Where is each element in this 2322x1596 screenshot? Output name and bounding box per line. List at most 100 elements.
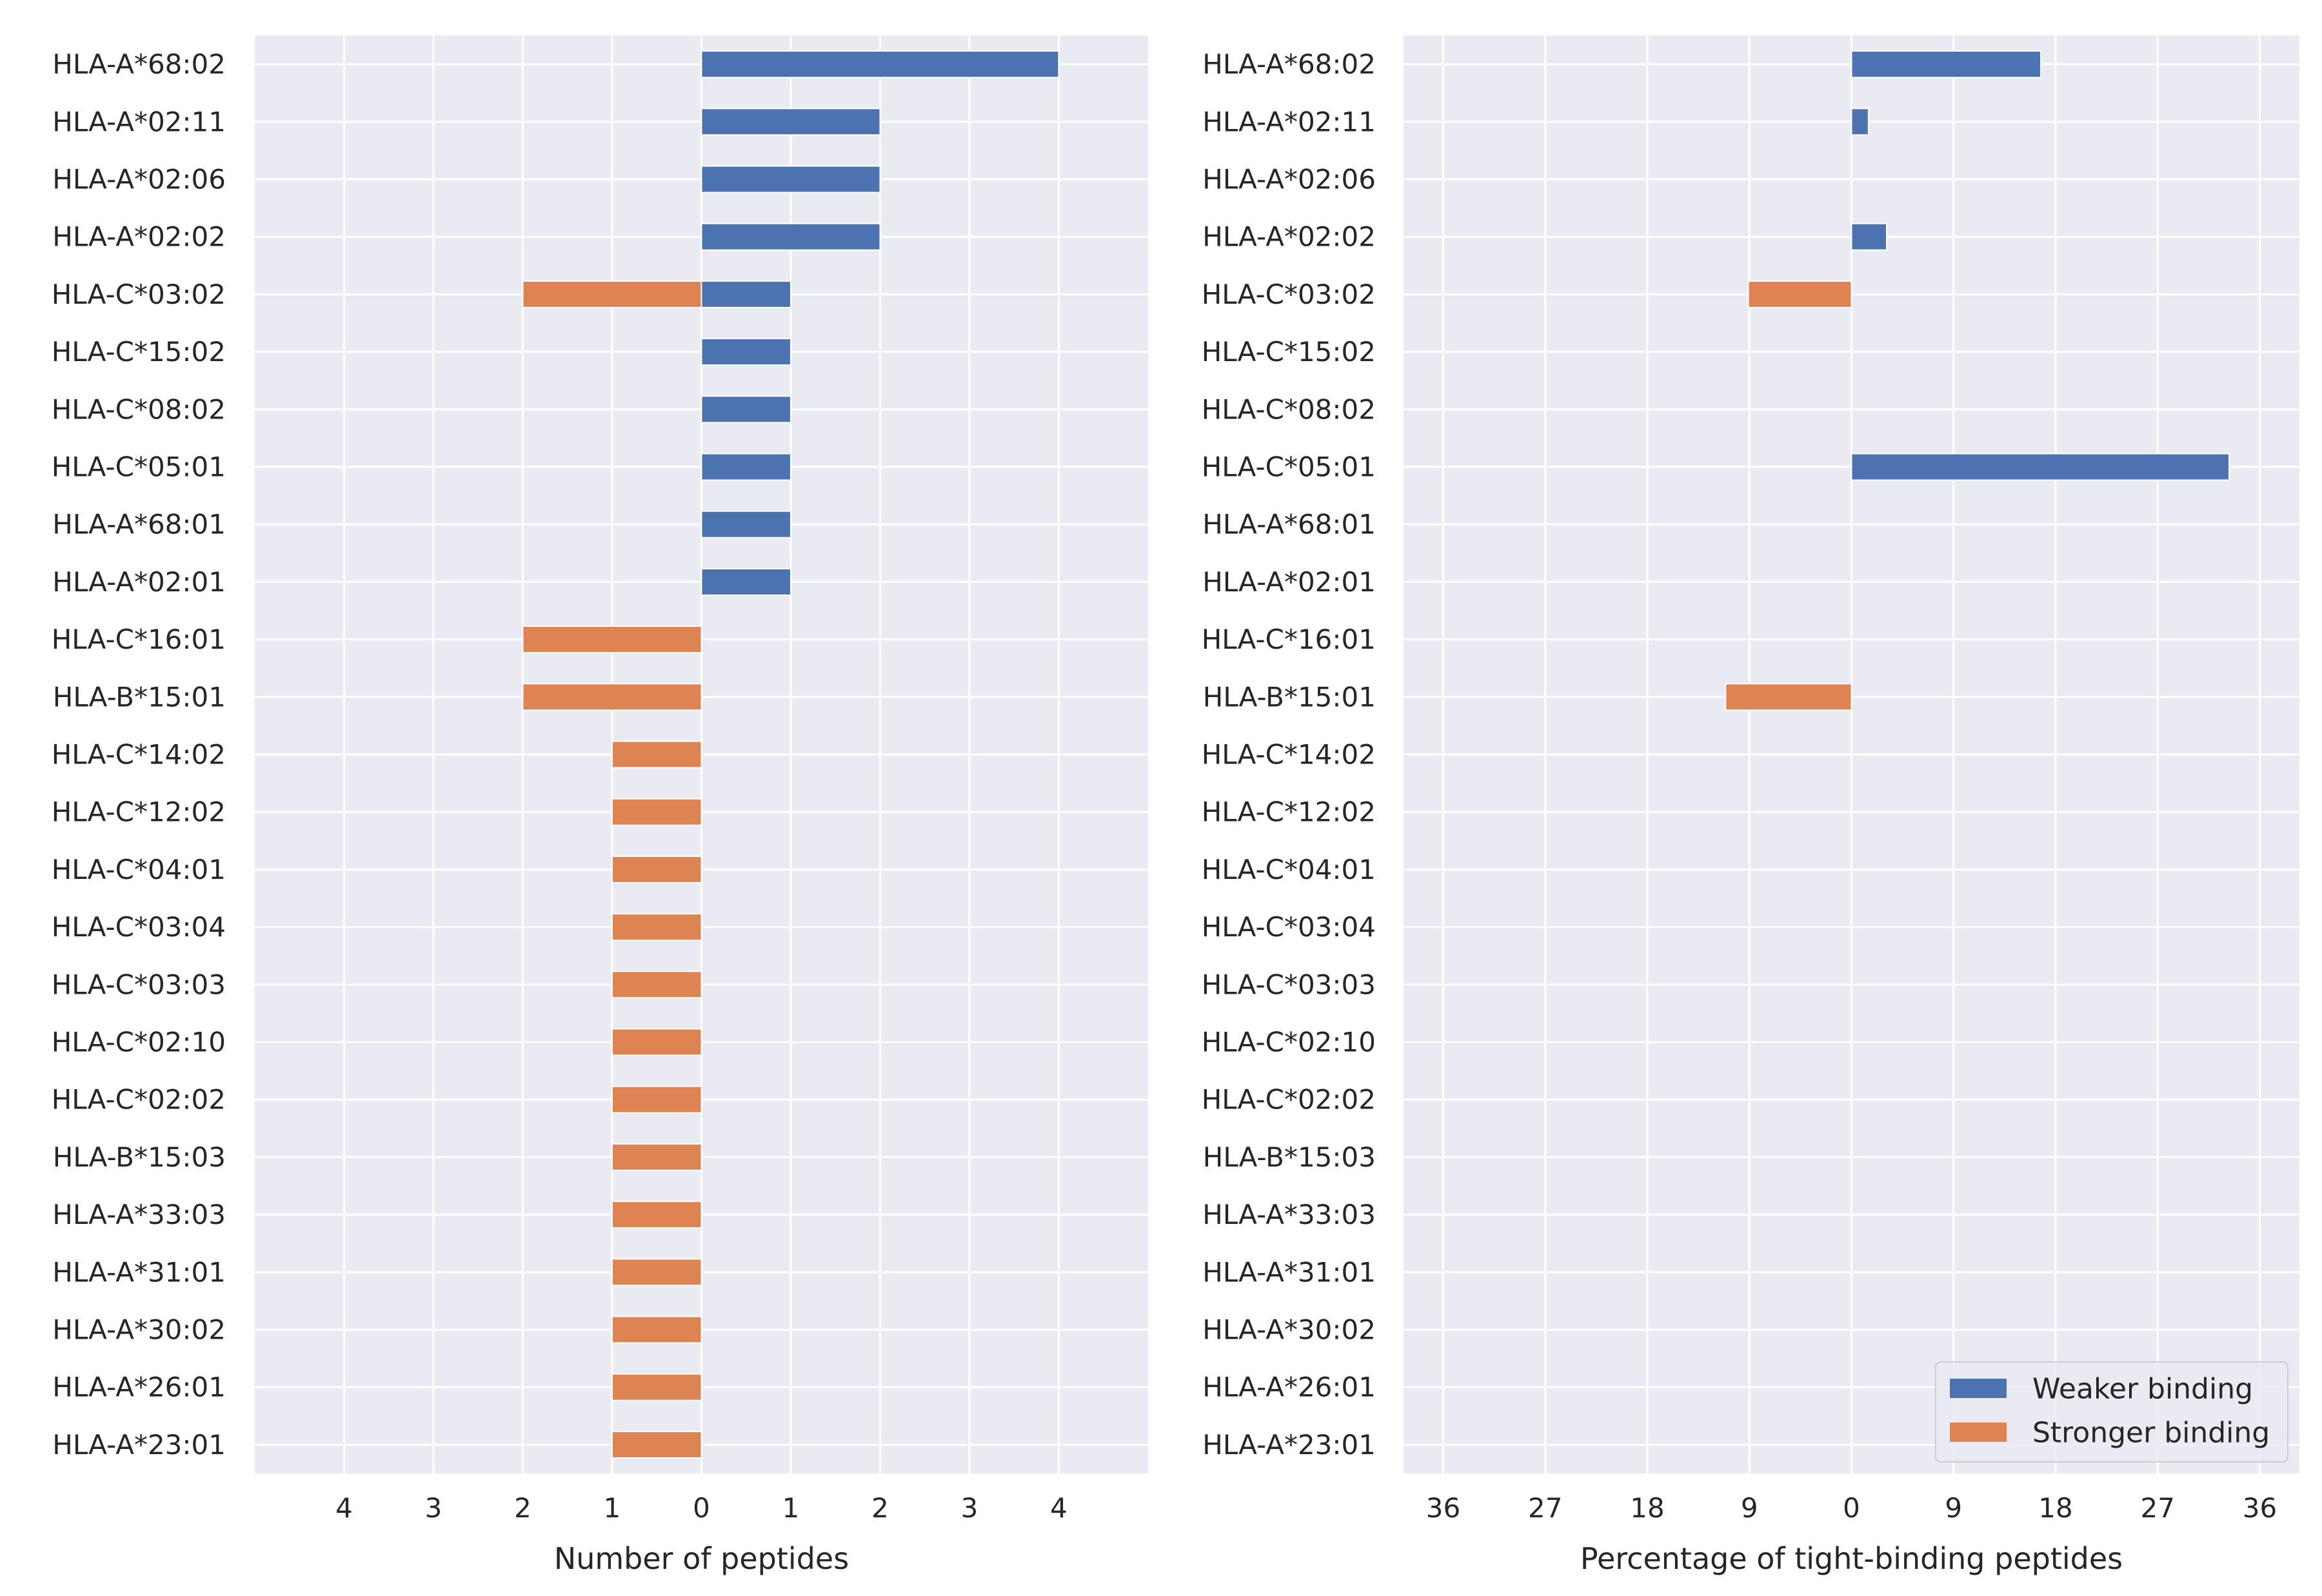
- legend-box: [1935, 1361, 2288, 1463]
- y-tick-label: HLA-C*03:02: [1202, 279, 1376, 310]
- y-tick-label: HLA-A*02:06: [52, 164, 226, 195]
- y-tick-label: HLA-C*04:01: [1202, 854, 1376, 885]
- legend-label: Weaker binding: [2032, 1373, 2253, 1406]
- y-tick-label: HLA-B*15:03: [53, 1141, 226, 1173]
- bar-weaker-binding: [700, 50, 1060, 79]
- x-tick-label: 18: [1630, 1492, 1664, 1524]
- x-tick-label: 1: [782, 1492, 800, 1524]
- x-tick-label: 9: [1945, 1492, 1962, 1524]
- bar-weaker-binding: [1851, 108, 1869, 136]
- bar-weaker-binding: [700, 395, 791, 424]
- x-tick-label: 36: [1426, 1492, 1460, 1524]
- y-tick-label: HLA-C*16:01: [1202, 624, 1376, 655]
- bar-stronger-binding: [611, 1430, 702, 1459]
- x-tick-label: 3: [961, 1492, 978, 1524]
- y-tick-label: HLA-A*68:01: [1202, 509, 1376, 540]
- y-tick-label: HLA-A*02:01: [52, 566, 226, 598]
- bar-stronger-binding: [611, 1085, 702, 1114]
- bar-stronger-binding: [611, 1373, 702, 1401]
- bar-stronger-binding: [611, 1143, 702, 1171]
- legend-label: Stronger binding: [2032, 1417, 2270, 1450]
- x-tick-label: 4: [335, 1492, 353, 1524]
- x-tick-label: 27: [2140, 1492, 2174, 1524]
- x-tick-label: 2: [514, 1492, 531, 1524]
- y-tick-label: HLA-A*31:01: [52, 1256, 226, 1288]
- x-tick-label: 2: [871, 1492, 889, 1524]
- chart-panel-percentage: HLA-A*68:02 HLA-A*02:11 HLA-A*02:06 HLA-A*0…: [1202, 35, 2299, 1576]
- y-tick-label: HLA-A*23:01: [1202, 1429, 1376, 1461]
- y-tick-label: HLA-A*68:02: [52, 48, 226, 80]
- bar-stronger-binding: [611, 1315, 702, 1344]
- x-axis-label: Percentage of tight-binding peptides: [1580, 1541, 2123, 1576]
- bar-weaker-binding: [700, 108, 881, 136]
- x-tick-label: 36: [2243, 1492, 2277, 1524]
- bar-weaker-binding: [700, 222, 881, 251]
- x-tick-label: 4: [1050, 1492, 1067, 1524]
- y-tick-label: HLA-C*05:01: [1202, 451, 1376, 483]
- bar-weaker-binding: [700, 280, 791, 308]
- chart-panel-number-of-peptides: HLA-A*68:02 HLA-A*02:11 HLA-A*02:06 HLA-A*0…: [52, 35, 1148, 1576]
- bar-weaker-binding: [1851, 222, 1888, 251]
- bar-stronger-binding: [522, 626, 702, 654]
- y-tick-label: HLA-A*02:11: [1202, 106, 1376, 137]
- y-tick-label: HLA-C*03:04: [52, 911, 226, 943]
- bar-weaker-binding: [700, 453, 791, 481]
- y-tick-label: HLA-A*23:01: [52, 1429, 226, 1461]
- y-tick-label: HLA-A*68:02: [1202, 48, 1376, 80]
- y-tick-label: HLA-C*03:03: [52, 969, 226, 1000]
- y-tick-label: HLA-A*02:01: [1202, 566, 1376, 598]
- x-tick-label: 1: [604, 1492, 621, 1524]
- bar-weaker-binding: [700, 338, 791, 366]
- bar-weaker-binding: [700, 510, 791, 538]
- y-tick-label: HLA-C*02:02: [1202, 1084, 1376, 1116]
- y-tick-label: HLA-C*08:02: [52, 393, 226, 425]
- y-tick-label: HLA-A*02:06: [1202, 164, 1376, 195]
- bar-stronger-binding: [522, 683, 702, 711]
- y-tick-label: HLA-C*16:01: [52, 624, 226, 655]
- y-tick-label: HLA-C*03:04: [1202, 911, 1376, 943]
- legend-swatch: [1950, 1379, 2007, 1398]
- y-tick-label: HLA-C*14:02: [52, 739, 226, 771]
- x-axis-label: Number of peptides: [554, 1541, 849, 1576]
- y-tick-label: HLA-B*15:01: [53, 681, 226, 713]
- y-tick-label: HLA-A*26:01: [1202, 1372, 1376, 1403]
- x-tick-label: 3: [425, 1492, 442, 1524]
- y-tick-label: HLA-A*31:01: [1202, 1256, 1376, 1288]
- y-tick-label: HLA-C*05:01: [52, 451, 226, 483]
- y-tick-label: HLA-A*33:03: [1202, 1199, 1376, 1230]
- y-tick-label: HLA-C*02:10: [1202, 1027, 1376, 1058]
- bar-weaker-binding: [1851, 453, 2230, 481]
- bar-stronger-binding: [611, 855, 702, 883]
- y-tick-label: HLA-B*15:03: [1203, 1141, 1376, 1173]
- y-tick-label: HLA-A*02:11: [52, 106, 226, 137]
- bar-stronger-binding: [1725, 683, 1852, 711]
- y-tick-label: HLA-A*30:02: [52, 1314, 226, 1346]
- y-tick-label: HLA-C*15:02: [52, 336, 226, 368]
- y-tick-label: HLA-A*30:02: [1202, 1314, 1376, 1346]
- y-tick-label: HLA-C*03:02: [52, 279, 226, 310]
- y-tick-label: HLA-C*12:02: [1202, 796, 1376, 828]
- y-tick-label: HLA-C*03:03: [1202, 969, 1376, 1000]
- y-tick-label: HLA-A*26:01: [52, 1372, 226, 1403]
- y-tick-label: HLA-C*14:02: [1202, 739, 1376, 771]
- bar-stronger-binding: [611, 740, 702, 769]
- legend-swatch: [1950, 1423, 2007, 1442]
- x-tick-label: 27: [1528, 1492, 1562, 1524]
- y-tick-label: HLA-C*02:02: [52, 1084, 226, 1116]
- x-tick-label: 18: [2038, 1492, 2072, 1524]
- bar-stronger-binding: [522, 280, 702, 308]
- y-tick-label: HLA-A*33:03: [52, 1199, 226, 1230]
- x-tick-label: 9: [1741, 1492, 1758, 1524]
- x-tick-label: 0: [1843, 1492, 1860, 1524]
- bar-stronger-binding: [611, 913, 702, 941]
- bar-weaker-binding: [700, 567, 791, 596]
- y-tick-label: HLA-C*02:10: [52, 1027, 226, 1058]
- bar-stronger-binding: [611, 1258, 702, 1286]
- bar-stronger-binding: [1747, 280, 1852, 308]
- bar-stronger-binding: [611, 798, 702, 826]
- y-tick-label: HLA-A*02:02: [1202, 221, 1376, 253]
- legend: Weaker binding Stronger binding: [1935, 1361, 2288, 1463]
- y-tick-label: HLA-C*08:02: [1202, 393, 1376, 425]
- bar-stronger-binding: [611, 1201, 702, 1229]
